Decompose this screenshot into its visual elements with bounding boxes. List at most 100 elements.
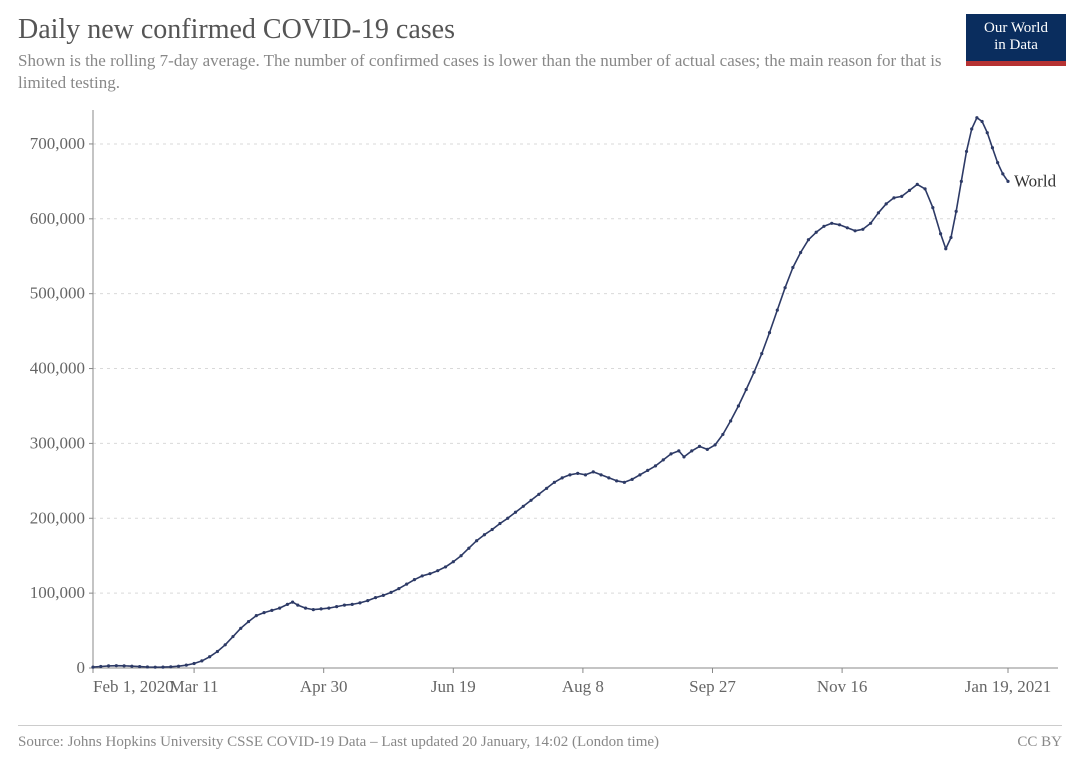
x-tick-label: Feb 1, 2020 [93, 677, 174, 696]
series-marker [312, 608, 315, 611]
series-marker [916, 183, 919, 186]
y-tick-label: 100,000 [30, 583, 85, 602]
series-marker [262, 611, 265, 614]
series-marker [931, 206, 934, 209]
series-marker [654, 464, 657, 467]
series-marker [955, 210, 958, 213]
series-marker [467, 547, 470, 550]
series-marker [208, 655, 211, 658]
x-tick-label: Aug 8 [562, 677, 604, 696]
series-marker [986, 131, 989, 134]
series-marker [405, 583, 408, 586]
y-tick-label: 500,000 [30, 284, 85, 303]
series-marker [537, 493, 540, 496]
series-marker [107, 664, 110, 667]
y-tick-label: 600,000 [30, 209, 85, 228]
series-marker [939, 232, 942, 235]
series-marker [459, 554, 462, 557]
series-marker [965, 150, 968, 153]
series-marker [304, 607, 307, 610]
owid-logo-line1: Our World [984, 20, 1048, 36]
series-marker [869, 222, 872, 225]
series-marker [506, 517, 509, 520]
owid-logo-text: Our World in Data [966, 14, 1066, 61]
series-marker [161, 666, 164, 669]
series-marker [892, 196, 895, 199]
source-text: Source: Johns Hopkins University CSSE CO… [18, 734, 659, 751]
series-marker [358, 601, 361, 604]
series-marker [483, 533, 486, 536]
series-marker [327, 607, 330, 610]
series-marker [713, 443, 716, 446]
series-marker [553, 481, 556, 484]
series-marker [908, 189, 911, 192]
series-marker [996, 161, 999, 164]
line-chart: 0100,000200,000300,000400,000500,000600,… [18, 108, 1068, 710]
series-marker [729, 419, 732, 422]
series-marker [846, 226, 849, 229]
series-marker [568, 473, 571, 476]
series-marker [623, 481, 626, 484]
series-marker [949, 236, 952, 239]
series-marker [366, 599, 369, 602]
series-marker [320, 607, 323, 610]
series-marker [900, 195, 903, 198]
series-marker [745, 388, 748, 391]
series-marker [185, 664, 188, 667]
x-tick-label: Jun 19 [431, 677, 476, 696]
owid-logo-accent [966, 61, 1066, 66]
chart-footer: Source: Johns Hopkins University CSSE CO… [18, 725, 1062, 751]
series-marker [270, 609, 273, 612]
series-marker [91, 666, 94, 669]
series-marker [291, 601, 294, 604]
series-marker [115, 664, 118, 667]
series-marker [452, 560, 455, 563]
x-tick-label: Sep 27 [689, 677, 736, 696]
x-tick-label: Jan 19, 2021 [965, 677, 1051, 696]
chart-subtitle: Shown is the rolling 7-day average. The … [18, 50, 970, 94]
series-marker [975, 116, 978, 119]
series-marker [791, 266, 794, 269]
license-text: CC BY [1017, 734, 1062, 751]
series-marker [491, 528, 494, 531]
series-marker [475, 539, 478, 542]
series-marker [853, 229, 856, 232]
series-marker [576, 472, 579, 475]
series-marker [783, 286, 786, 289]
series-marker [498, 522, 501, 525]
series-marker [335, 605, 338, 608]
series-marker [737, 404, 740, 407]
y-tick-label: 700,000 [30, 134, 85, 153]
series-marker [830, 222, 833, 225]
series-marker [278, 607, 281, 610]
series-marker [522, 505, 525, 508]
series-line [93, 118, 1008, 668]
series-marker [677, 449, 680, 452]
series-marker [815, 231, 818, 234]
series-marker [192, 662, 195, 665]
series-marker [1001, 172, 1004, 175]
series-marker [169, 665, 172, 668]
series-marker [768, 331, 771, 334]
series-marker [123, 664, 126, 667]
series-marker [682, 455, 685, 458]
series-marker [592, 470, 595, 473]
series-marker [286, 603, 289, 606]
series-marker [138, 665, 141, 668]
owid-logo: Our World in Data [966, 14, 1066, 66]
series-marker [698, 445, 701, 448]
owid-logo-line2: in Data [994, 37, 1038, 53]
series-marker [130, 665, 133, 668]
series-marker [1006, 180, 1009, 183]
series-marker [428, 572, 431, 575]
series-marker [146, 665, 149, 668]
series-marker [669, 452, 672, 455]
series-marker [706, 448, 709, 451]
series-marker [662, 458, 665, 461]
series-marker [721, 433, 724, 436]
y-tick-label: 300,000 [30, 433, 85, 452]
series-marker [216, 650, 219, 653]
series-marker [807, 238, 810, 241]
series-marker [970, 127, 973, 130]
series-marker [752, 371, 755, 374]
